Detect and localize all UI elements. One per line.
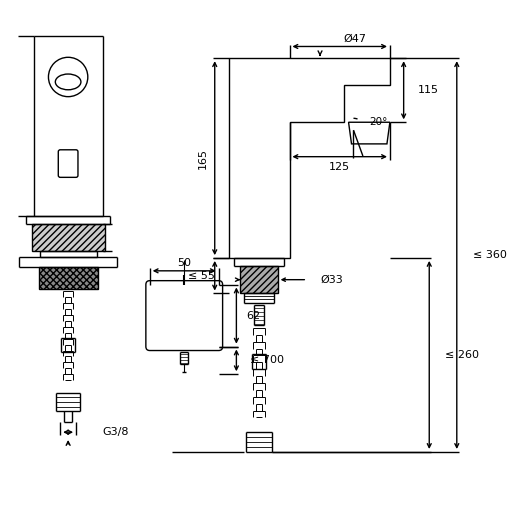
Polygon shape xyxy=(32,224,105,251)
Text: 62: 62 xyxy=(246,310,261,321)
Polygon shape xyxy=(240,266,278,293)
Text: Ø47: Ø47 xyxy=(343,34,366,44)
Text: 20°: 20° xyxy=(369,117,387,127)
Text: ≤ 360: ≤ 360 xyxy=(473,250,506,260)
Text: Ø33: Ø33 xyxy=(320,275,343,284)
Text: 125: 125 xyxy=(329,162,350,172)
Text: 50: 50 xyxy=(177,258,191,268)
Text: 115: 115 xyxy=(418,85,438,95)
Text: ≤ 260: ≤ 260 xyxy=(445,350,479,360)
Text: ≤ 55: ≤ 55 xyxy=(188,271,214,281)
Text: 165: 165 xyxy=(198,148,208,168)
Polygon shape xyxy=(38,267,98,289)
Text: G3/8: G3/8 xyxy=(102,427,129,437)
Text: ≤ 700: ≤ 700 xyxy=(250,355,284,366)
